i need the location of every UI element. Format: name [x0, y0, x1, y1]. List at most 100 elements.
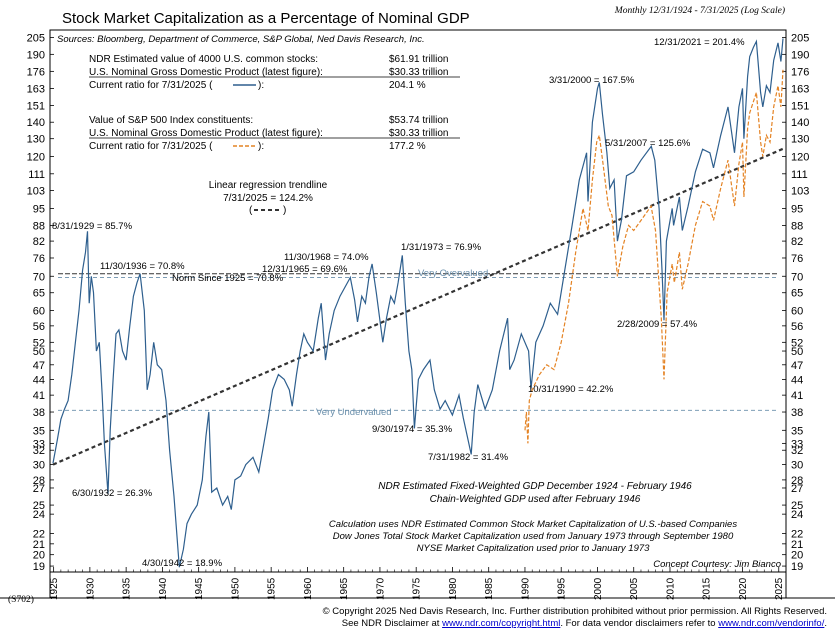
y-tick-label-left: 95: [33, 203, 45, 215]
y-tick-label-left: 27: [33, 483, 45, 495]
y-tick-label-right: 38: [791, 407, 803, 419]
x-tick-label: 2015: [702, 577, 713, 600]
y-tick-label-right: 60: [791, 306, 803, 318]
y-tick-label-left: 32: [33, 445, 45, 457]
y-tick-label-left: 30: [33, 460, 45, 472]
concept-courtesy: Concept Courtesy: Jim Bianco: [653, 559, 781, 570]
x-tick-label: 1975: [412, 577, 423, 600]
x-tick-label: 1990: [520, 577, 531, 600]
ndr-value-label: NDR Estimated value of 4000 U.S. common …: [89, 54, 318, 65]
very-undervalued-label: Very Undervalued: [316, 407, 392, 418]
y-tick-label-right: 41: [791, 390, 803, 402]
y-tick-label-left: 76: [33, 253, 45, 265]
y-tick-label-right: 103: [791, 185, 809, 197]
regression-close-paren: ): [283, 205, 286, 216]
y-tick-label-left: 24: [33, 509, 45, 521]
y-tick-label-left: 82: [33, 236, 45, 248]
y-tick-label-right: 25: [791, 500, 803, 512]
sp-legend-block: Value of S&P 500 Index constituents: $53…: [89, 115, 460, 152]
series-ndr-line: [52, 38, 784, 568]
annotation-1990-low: 10/31/1990 = 42.2%: [528, 384, 614, 395]
regression-legend: Linear regression trendline 7/31/2025 = …: [209, 180, 328, 216]
y-tick-label-left: 52: [33, 337, 45, 349]
annotation-2007-peak: 5/31/2007 = 125.6%: [605, 138, 691, 149]
y-tick-label-right: 163: [791, 83, 809, 95]
copyright-line: © Copyright 2025 Ned Davis Research, Inc…: [322, 606, 827, 617]
y-tick-label-left: 21: [33, 539, 45, 551]
y-tick-label-right: 111: [791, 169, 808, 181]
y-tick-label-left: 41: [33, 390, 45, 402]
x-tick-label: 1960: [303, 577, 314, 600]
y-tick-label-right: 205: [791, 32, 809, 44]
y-tick-label-right: 151: [791, 100, 809, 112]
annotations: 8/31/1929 = 85.7% 11/30/1936 = 70.8% 6/3…: [52, 37, 745, 569]
x-tick-label: 1950: [230, 577, 241, 600]
y-tick-label-left: 20: [33, 550, 45, 562]
plot-frame: [49, 29, 787, 573]
x-tick-label: 2000: [593, 577, 604, 600]
y-tick-label-right: 50: [791, 346, 803, 358]
y-tick-label-left: 130: [27, 134, 45, 146]
regression-trendline: [52, 147, 784, 466]
annotation-1936-peak: 11/30/1936 = 70.8%: [100, 261, 185, 272]
x-tick-label: 1985: [484, 577, 495, 600]
x-tick-label: 2005: [629, 577, 640, 600]
y-tick-label-right: 56: [791, 321, 803, 333]
y-tick-label-left: 22: [33, 528, 45, 540]
gdp-note-line2: Chain-Weighted GDP used after February 1…: [430, 494, 641, 505]
y-tick-label-right: 22: [791, 528, 803, 540]
x-tick-label: 1970: [375, 577, 386, 600]
calc-note-line3: NYSE Market Capitalization used prior to…: [417, 543, 651, 554]
y-tick-label-left: 205: [27, 32, 45, 44]
x-tick-label: 1965: [339, 577, 350, 600]
ndr-gdp-label: U.S. Nominal Gross Domestic Product (lat…: [89, 67, 323, 78]
x-tick-label: 1955: [267, 577, 278, 600]
y-tick-label-left: 151: [27, 100, 45, 112]
annotation-1968-peak: 11/30/1968 = 74.0%: [284, 252, 369, 263]
gdp-note-line1: NDR Estimated Fixed-Weighted GDP Decembe…: [378, 481, 692, 492]
x-tick-label: 1995: [557, 577, 568, 600]
y-tick-label-right: 76: [791, 253, 803, 265]
y-tick-label-right: 28: [791, 475, 803, 487]
y-tick-label-right: 82: [791, 236, 803, 248]
annotation-1932-low: 6/30/1932 = 26.3%: [72, 488, 153, 499]
annotation-1942-low: 4/30/1942 = 18.9%: [142, 558, 223, 569]
ndr-gdp-value: $30.33 trillion: [389, 67, 448, 78]
x-tick-label: 1935: [122, 577, 133, 600]
x-tick-label: 1925: [49, 577, 60, 600]
y-tick-label-left: 103: [27, 185, 45, 197]
y-tick-label-right: 19: [791, 561, 803, 573]
ndr-ratio-label: Current ratio for 7/31/2025 (: [89, 80, 213, 91]
y-tick-label-left: 35: [33, 425, 45, 437]
y-tick-label-right: 176: [791, 66, 809, 78]
annotation-1974-low: 9/30/1974 = 35.3%: [372, 424, 453, 435]
y-tick-label-right: 70: [791, 271, 803, 283]
copyright-link[interactable]: www.ndr.com/copyright.html: [442, 618, 561, 629]
x-tick-label: 1945: [194, 577, 205, 600]
annotation-2021-peak: 12/31/2021 = 201.4%: [654, 37, 745, 48]
source-line: Sources: Bloomberg, Department of Commer…: [57, 34, 425, 45]
annotation-2009-low: 2/28/2009 = 57.4%: [617, 319, 698, 330]
x-tick-label: 1930: [85, 577, 96, 600]
y-tick-label-right: 95: [791, 203, 803, 215]
y-tick-label-right: 130: [791, 134, 809, 146]
sp-value-label: Value of S&P 500 Index constituents:: [89, 115, 253, 126]
disclaimer-line: See NDR Disclaimer at www.ndr.com/copyri…: [0, 618, 827, 629]
y-tick-label-left: 120: [27, 151, 45, 163]
calc-note-line2: Dow Jones Total Stock Market Capitalizat…: [333, 531, 734, 542]
sp-ratio-value: 177.2 %: [389, 141, 426, 152]
sp-gdp-label: U.S. Nominal Gross Domestic Product (lat…: [89, 128, 323, 139]
y-tick-label-right: 44: [791, 374, 803, 386]
x-tick-label: 2025: [774, 577, 785, 600]
sp-value: $53.74 trillion: [389, 115, 448, 126]
vendorinfo-link[interactable]: www.ndr.com/vendorinfo/: [718, 618, 825, 629]
y-tick-label-left: 28: [33, 475, 45, 487]
x-tick-label: 2010: [665, 577, 676, 600]
annotation-1982-low: 7/31/1982 = 31.4%: [428, 452, 509, 463]
sp-ratio-close: ):: [258, 141, 264, 152]
y-tick-label-left: 163: [27, 83, 45, 95]
ndr-ratio-value: 204.1 %: [389, 80, 426, 91]
